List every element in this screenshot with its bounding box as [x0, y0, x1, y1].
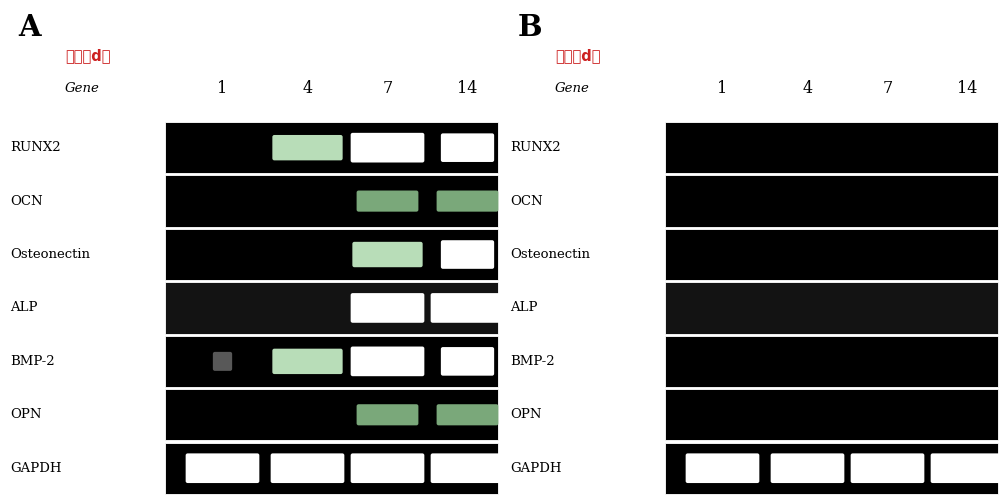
Text: 7: 7	[382, 80, 393, 97]
FancyBboxPatch shape	[357, 191, 418, 212]
Text: Gene: Gene	[555, 82, 590, 95]
Text: GAPDH: GAPDH	[510, 462, 562, 475]
FancyBboxPatch shape	[213, 352, 232, 371]
Bar	[665, 122, 998, 173]
FancyBboxPatch shape	[771, 454, 844, 483]
Text: 1: 1	[217, 80, 228, 97]
Bar	[665, 229, 998, 280]
FancyBboxPatch shape	[357, 404, 418, 425]
FancyBboxPatch shape	[437, 404, 498, 425]
Text: BMP-2: BMP-2	[510, 355, 555, 368]
Text: 时间（d）: 时间（d）	[65, 48, 110, 63]
FancyBboxPatch shape	[351, 454, 424, 483]
Bar	[165, 336, 498, 387]
FancyBboxPatch shape	[351, 293, 424, 323]
Bar	[165, 443, 498, 494]
Bar	[165, 122, 498, 173]
FancyBboxPatch shape	[271, 454, 344, 483]
Text: Osteonectin: Osteonectin	[510, 248, 590, 261]
Text: 7: 7	[882, 80, 893, 97]
Bar	[665, 282, 998, 334]
FancyBboxPatch shape	[437, 191, 498, 212]
FancyBboxPatch shape	[441, 347, 494, 375]
Text: 4: 4	[302, 80, 313, 97]
Text: A: A	[19, 13, 41, 42]
Bar	[165, 282, 498, 334]
FancyBboxPatch shape	[272, 349, 343, 374]
Text: GAPDH: GAPDH	[10, 462, 62, 475]
Bar	[665, 175, 998, 227]
FancyBboxPatch shape	[431, 293, 504, 323]
Text: 1: 1	[717, 80, 728, 97]
Bar	[665, 389, 998, 440]
Text: ALP: ALP	[10, 301, 38, 314]
Text: OPN: OPN	[10, 408, 42, 421]
Bar	[665, 336, 998, 387]
FancyBboxPatch shape	[351, 133, 424, 162]
FancyBboxPatch shape	[431, 454, 504, 483]
Bar	[165, 175, 498, 227]
Text: 14: 14	[957, 80, 978, 97]
Text: 14: 14	[457, 80, 478, 97]
Text: B: B	[518, 13, 542, 42]
FancyBboxPatch shape	[272, 135, 343, 160]
Text: Osteonectin: Osteonectin	[10, 248, 90, 261]
Text: 时间（d）: 时间（d）	[555, 48, 600, 63]
FancyBboxPatch shape	[441, 134, 494, 162]
Text: 4: 4	[802, 80, 813, 97]
Text: OCN: OCN	[510, 195, 543, 208]
Bar	[665, 443, 998, 494]
FancyBboxPatch shape	[351, 347, 424, 376]
FancyBboxPatch shape	[851, 454, 924, 483]
FancyBboxPatch shape	[186, 454, 259, 483]
Text: RUNX2: RUNX2	[10, 141, 61, 154]
Text: OPN: OPN	[510, 408, 542, 421]
Text: ALP: ALP	[510, 301, 538, 314]
Text: BMP-2: BMP-2	[10, 355, 55, 368]
FancyBboxPatch shape	[931, 454, 1000, 483]
Bar	[165, 229, 498, 280]
FancyBboxPatch shape	[686, 454, 759, 483]
Bar	[165, 389, 498, 440]
Text: OCN: OCN	[10, 195, 43, 208]
FancyBboxPatch shape	[441, 240, 494, 269]
Text: RUNX2: RUNX2	[510, 141, 561, 154]
Text: Gene: Gene	[65, 82, 100, 95]
FancyBboxPatch shape	[352, 242, 423, 267]
